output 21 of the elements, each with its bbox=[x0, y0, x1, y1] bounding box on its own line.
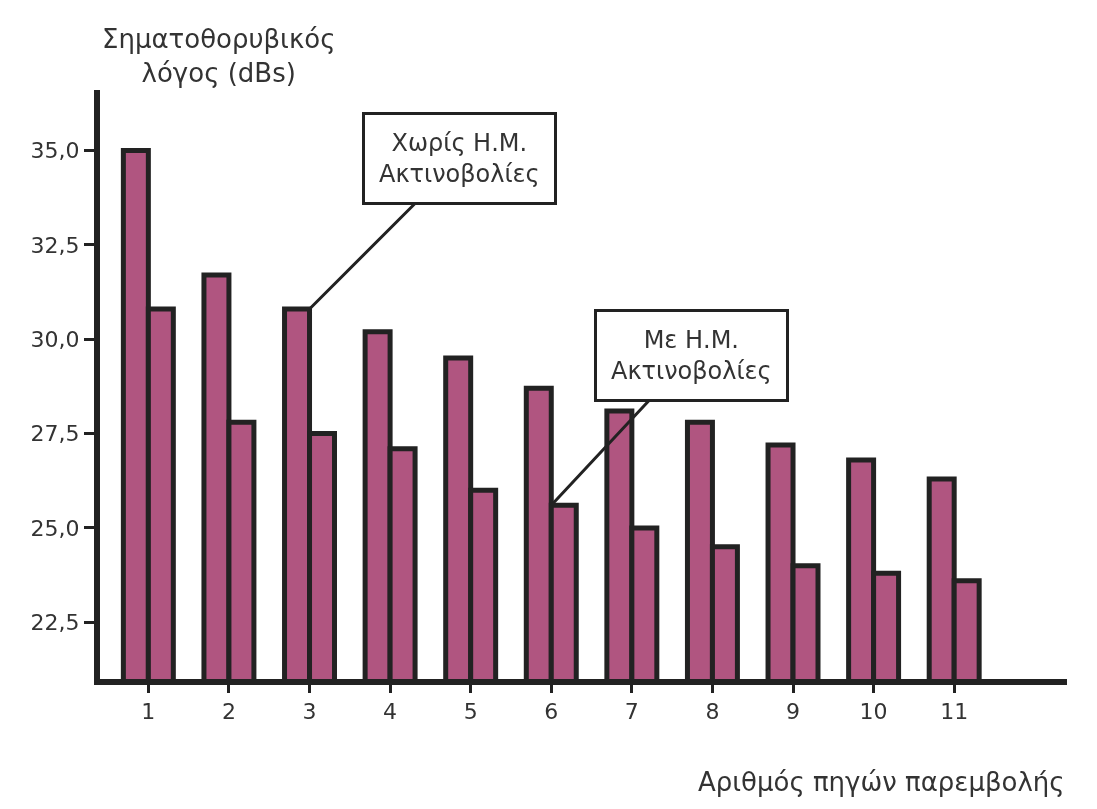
y-tick-label: 27,5 bbox=[30, 421, 80, 447]
y-tick-label: 25,0 bbox=[30, 515, 80, 541]
x-tick-label: 1 bbox=[141, 699, 156, 725]
x-tick-label: 10 bbox=[859, 699, 888, 725]
x-tick-label: 5 bbox=[463, 699, 478, 725]
y-tick-label: 30,0 bbox=[30, 326, 80, 352]
annotation: Με Η.Μ. Ακτινοβολίες bbox=[611, 326, 772, 386]
y-axis-title: Σηματοθορυβικός λόγος (dBs) bbox=[102, 24, 336, 88]
x-tick-label: 9 bbox=[786, 699, 801, 725]
y-tick-label: 32,5 bbox=[30, 232, 80, 258]
x-tick-label: 6 bbox=[544, 699, 559, 725]
x-tick-label: 7 bbox=[624, 699, 639, 725]
annotation: Χωρίς Η.Μ. Ακτινοβολίες bbox=[379, 129, 540, 189]
x-tick-label: 4 bbox=[383, 699, 398, 725]
x-tick-label: 3 bbox=[302, 699, 317, 725]
x-tick-label: 11 bbox=[940, 699, 969, 725]
x-tick-label: 2 bbox=[221, 699, 236, 725]
y-tick-label: 35,0 bbox=[30, 138, 80, 164]
x-axis-title: Αριθμός πηγών παρεμβολής bbox=[698, 767, 1065, 797]
x-tick-label: 8 bbox=[705, 699, 720, 725]
y-tick-label: 22,5 bbox=[30, 610, 80, 636]
